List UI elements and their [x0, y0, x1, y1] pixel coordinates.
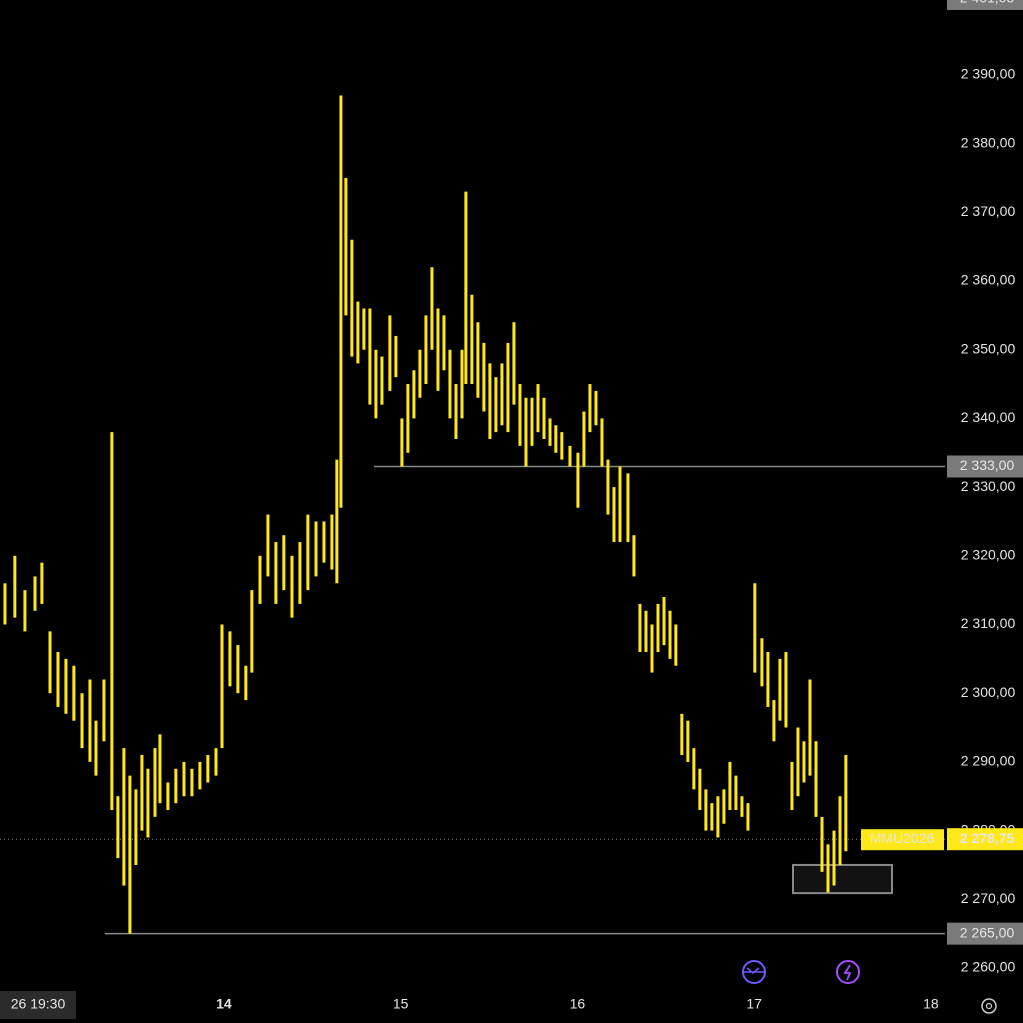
x-tick-label: 18 [923, 996, 939, 1012]
replay-icon[interactable] [742, 960, 766, 984]
y-tick-label: 2 320,00 [961, 547, 1016, 563]
drawn-rectangle [792, 863, 893, 895]
toolbar-icons[interactable] [742, 960, 997, 1014]
settings-glyph [985, 1002, 993, 1010]
crosshair-time-box [0, 991, 76, 1019]
x-tick-label: 14 [216, 996, 232, 1012]
y-tick-label: 2 340,00 [961, 409, 1016, 425]
price-label: 2 278,75 [960, 830, 1015, 846]
y-tick-label: 2 260,00 [961, 959, 1016, 975]
symbol-label: MMU2026 [870, 830, 935, 846]
x-tick-label: 15 [393, 996, 409, 1012]
level-label: 2 401,05 [960, 0, 1015, 6]
y-tick-label: 2 330,00 [961, 478, 1016, 494]
y-tick-label: 2 270,00 [961, 890, 1016, 906]
y-tick-label: 2 290,00 [961, 753, 1016, 769]
y-tick-label: 2 300,00 [961, 684, 1016, 700]
y-tick-label: 2 380,00 [961, 134, 1016, 150]
y-tick-label: 2 360,00 [961, 272, 1016, 288]
level-label: 2 333,00 [960, 457, 1015, 473]
level-tag [947, 0, 1023, 10]
alert-glyph [843, 964, 852, 981]
symbol-tag [861, 829, 944, 851]
level-tag [947, 922, 1023, 945]
alert-icon[interactable] [836, 960, 860, 984]
settings-icon[interactable] [981, 998, 997, 1014]
y-tick-label: 2 370,00 [961, 203, 1016, 219]
x-tick-label: 26 19:30 [11, 996, 66, 1012]
y-tick-label: 2 310,00 [961, 615, 1016, 631]
y-tick-label: 2 390,00 [961, 66, 1016, 82]
x-tick-label: 17 [746, 996, 762, 1012]
level-tag [947, 455, 1023, 478]
replay-glyph [744, 967, 764, 975]
x-tick-label: 16 [570, 996, 586, 1012]
y-tick-label: 2 350,00 [961, 340, 1016, 356]
level-label: 2 265,00 [960, 924, 1015, 940]
price-tag [947, 828, 1023, 851]
